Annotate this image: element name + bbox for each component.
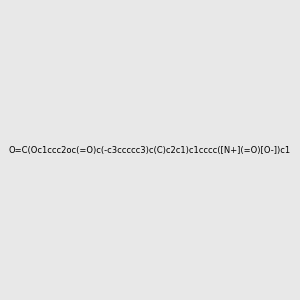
Text: O=C(Oc1ccc2oc(=O)c(-c3ccccc3)c(C)c2c1)c1cccc([N+](=O)[O-])c1: O=C(Oc1ccc2oc(=O)c(-c3ccccc3)c(C)c2c1)c1… (9, 146, 291, 154)
